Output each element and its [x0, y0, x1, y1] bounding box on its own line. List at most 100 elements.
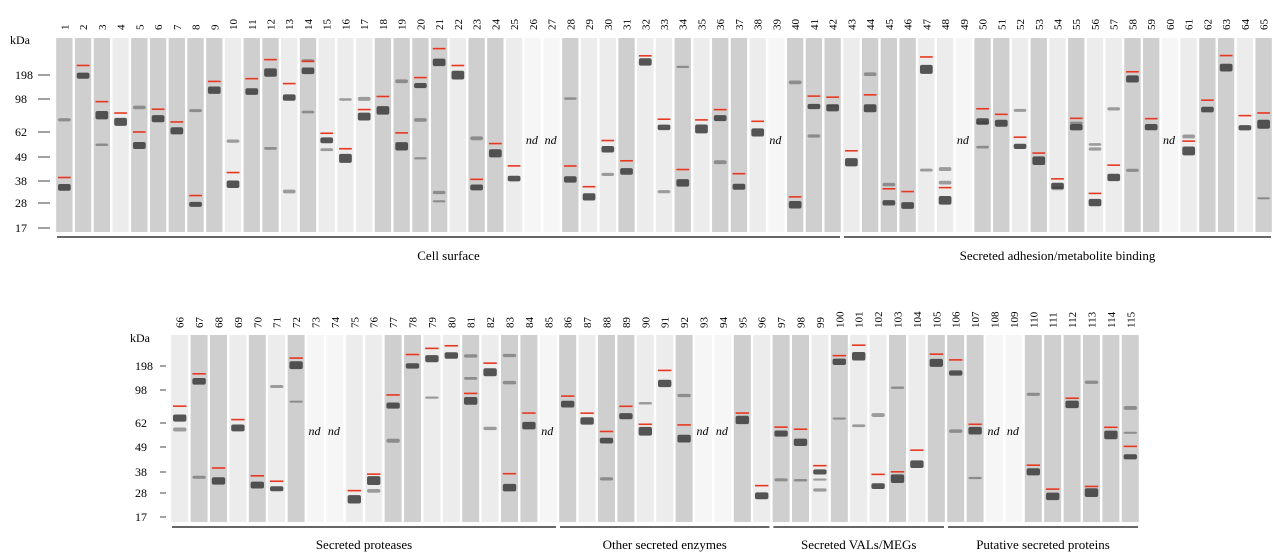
protein-band — [170, 127, 184, 135]
protein-band — [211, 477, 226, 485]
lane-number-label: 55 — [1071, 19, 1083, 31]
protein-band — [189, 201, 202, 207]
protein-band — [582, 193, 596, 201]
blot-lane — [1255, 38, 1272, 232]
protein-band — [657, 124, 671, 131]
protein-band — [1104, 430, 1118, 440]
blot-lane — [539, 335, 557, 522]
protein-band — [282, 189, 296, 194]
lane-number-label: 49 — [959, 19, 971, 31]
blot-lane — [501, 335, 518, 522]
blot-lane — [1086, 38, 1104, 232]
nd-label: nd — [526, 133, 539, 147]
protein-band — [788, 80, 802, 85]
protein-band — [871, 413, 885, 417]
nd-label: nd — [541, 424, 554, 438]
protein-band — [882, 182, 896, 187]
protein-band — [919, 168, 933, 172]
blot-lane — [927, 335, 945, 522]
protein-band — [813, 478, 827, 481]
blot-lane — [384, 335, 402, 522]
protein-band — [638, 58, 652, 66]
lane-number-label: 98 — [796, 317, 808, 329]
lane-number-label: 21 — [434, 19, 446, 30]
protein-band — [713, 115, 727, 122]
protein-band — [444, 352, 458, 359]
lane-number-label: 77 — [388, 317, 400, 329]
marker-label-62: 62 — [15, 125, 27, 139]
protein-band — [1065, 400, 1079, 409]
protein-band — [677, 393, 691, 398]
blot-lane — [1063, 335, 1081, 522]
blot-lane — [1102, 335, 1120, 522]
lane-number-label: 35 — [696, 19, 708, 31]
nd-label: nd — [769, 133, 782, 147]
lane-number-label: 75 — [349, 317, 361, 329]
blot-lane — [287, 335, 305, 522]
protein-band — [395, 79, 409, 84]
lane-number-label: 103 — [893, 311, 905, 328]
blot-lane — [468, 38, 485, 232]
protein-band — [347, 495, 361, 504]
lane-number-label: 17 — [359, 19, 371, 31]
protein-band — [826, 104, 840, 112]
protein-band — [231, 424, 245, 432]
protein-band — [901, 202, 914, 209]
marker-label-49: 49 — [15, 150, 27, 164]
lane-number-label: 90 — [640, 317, 652, 329]
group-label: Secreted VALs/MEGs — [801, 537, 916, 552]
lane-number-label: 4 — [116, 24, 128, 30]
lane-number-label: 52 — [1015, 19, 1027, 30]
protein-band — [357, 112, 371, 121]
lane-number-label: 31 — [622, 19, 634, 30]
blot-lane — [861, 38, 879, 232]
protein-band — [1107, 107, 1121, 111]
protein-band — [561, 400, 575, 408]
lane-number-label: 102 — [873, 312, 885, 329]
protein-band — [464, 354, 478, 358]
protein-band — [890, 386, 905, 389]
lane-number-label: 69 — [233, 317, 245, 329]
blot-lane — [1121, 335, 1139, 522]
lane-number-label: 114 — [1106, 311, 1118, 328]
protein-band — [1182, 146, 1196, 156]
marker-label-28: 28 — [135, 486, 147, 500]
blot-lane — [1049, 38, 1066, 232]
protein-band — [432, 200, 446, 203]
protein-band — [713, 160, 727, 165]
lane-number-label: 115 — [1125, 311, 1137, 328]
blot-lane — [1005, 335, 1023, 522]
protein-band — [483, 426, 497, 431]
protein-band — [226, 180, 240, 188]
blot-lane — [830, 335, 848, 522]
lane-number-label: 104 — [912, 311, 924, 328]
lane-number-label: 101 — [854, 312, 866, 329]
lane-number-label: 1 — [59, 25, 71, 31]
lane-number-label: 65 — [1259, 19, 1271, 31]
lane-number-label: 30 — [603, 19, 615, 31]
lane-number-label: 100 — [834, 311, 846, 328]
protein-band — [1088, 147, 1102, 151]
blot-lane — [1011, 38, 1029, 232]
lane-number-label: 73 — [311, 317, 323, 329]
lane-number-label: 48 — [940, 19, 952, 31]
lane-number-label: 59 — [1146, 19, 1158, 31]
protein-band — [638, 426, 652, 436]
lane-number-label: 37 — [734, 19, 746, 31]
blot-lane — [1236, 38, 1254, 232]
blot-lane — [74, 38, 92, 232]
protein-band — [451, 70, 465, 80]
protein-band — [938, 180, 952, 185]
protein-band — [620, 168, 633, 175]
lane-number-label: 107 — [970, 311, 982, 328]
protein-band — [432, 190, 446, 195]
lane-number-label: 84 — [524, 317, 536, 329]
lane-number-label: 109 — [1009, 311, 1021, 328]
protein-band — [464, 377, 478, 380]
protein-band — [863, 72, 877, 77]
protein-band — [658, 379, 672, 388]
lane-number-label: 113 — [1087, 311, 1099, 328]
lane-number-label: 27 — [547, 19, 559, 31]
blot-lane — [936, 38, 954, 232]
protein-band — [807, 103, 821, 110]
